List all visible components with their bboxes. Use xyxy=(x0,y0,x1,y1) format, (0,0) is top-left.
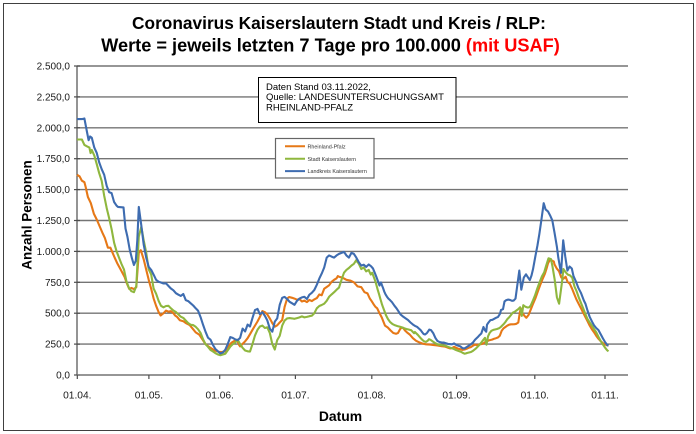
svg-text:1.750,0: 1.750,0 xyxy=(37,154,71,165)
svg-text:0,0: 0,0 xyxy=(56,371,70,382)
svg-text:01.10.: 01.10. xyxy=(521,390,549,401)
svg-text:01.04.: 01.04. xyxy=(63,390,91,401)
svg-text:01.09.: 01.09. xyxy=(442,390,470,401)
svg-text:RHEINLAND-PFALZ: RHEINLAND-PFALZ xyxy=(266,102,353,113)
svg-text:Landkreis Kaiserslautern: Landkreis Kaiserslautern xyxy=(308,169,367,175)
svg-text:2.250,0: 2.250,0 xyxy=(37,92,71,103)
svg-text:01.07.: 01.07. xyxy=(281,390,309,401)
svg-text:Rheinland-Pfalz: Rheinland-Pfalz xyxy=(308,144,346,150)
svg-text:Datum: Datum xyxy=(319,408,362,424)
svg-text:750,0: 750,0 xyxy=(45,278,70,289)
svg-text:Werte = jeweils letzten 7 Tage: Werte = jeweils letzten 7 Tage pro 100.0… xyxy=(101,35,560,55)
svg-text:Quelle: LANDESUNTERSUCHUNGSAMT: Quelle: LANDESUNTERSUCHUNGSAMT xyxy=(266,92,444,103)
svg-text:500,0: 500,0 xyxy=(45,309,70,320)
svg-text:Daten Stand 03.11.2022,: Daten Stand 03.11.2022, xyxy=(266,82,371,93)
svg-text:01.05.: 01.05. xyxy=(135,390,163,401)
svg-text:1.250,0: 1.250,0 xyxy=(37,216,71,227)
svg-text:1.500,0: 1.500,0 xyxy=(37,185,71,196)
svg-text:Anzahl Personen: Anzahl Personen xyxy=(20,160,35,270)
svg-text:Coronavirus Kaiserslautern Sta: Coronavirus Kaiserslautern Stadt und Kre… xyxy=(132,13,546,33)
svg-text:2.500,0: 2.500,0 xyxy=(37,62,71,73)
svg-text:01.06.: 01.06. xyxy=(206,390,234,401)
svg-text:01.11.: 01.11. xyxy=(591,390,619,401)
svg-text:01.08.: 01.08. xyxy=(358,390,386,401)
svg-text:Stadt Kaiserslautern: Stadt Kaiserslautern xyxy=(308,157,357,163)
svg-text:1.000,0: 1.000,0 xyxy=(37,247,71,258)
svg-text:2.000,0: 2.000,0 xyxy=(37,123,71,134)
svg-text:250,0: 250,0 xyxy=(45,340,70,351)
